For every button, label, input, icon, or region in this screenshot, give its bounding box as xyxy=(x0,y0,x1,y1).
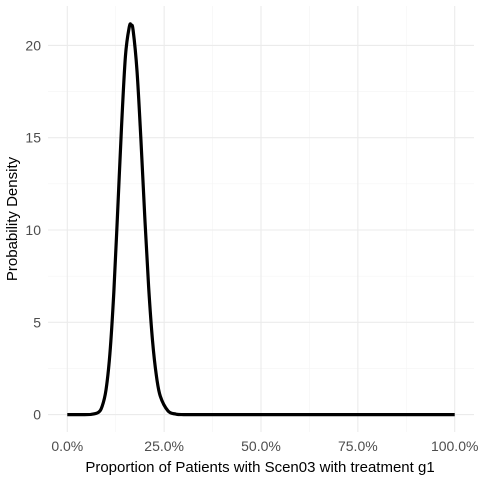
x-tick-label: 25.0% xyxy=(144,438,184,454)
y-tick-label: 20 xyxy=(25,37,41,53)
y-axis-title: Probability Density xyxy=(4,156,21,281)
x-tick-label: 0.0% xyxy=(51,438,83,454)
y-tick-label: 5 xyxy=(33,314,41,330)
y-tick-label: 0 xyxy=(33,407,41,423)
x-tick-label: 100.0% xyxy=(431,438,478,454)
x-tick-label: 75.0% xyxy=(338,438,378,454)
plot-area xyxy=(67,22,455,417)
x-tick-label: 50.0% xyxy=(241,438,281,454)
grid xyxy=(48,6,474,432)
x-axis-ticks: 0.0% 25.0% 50.0% 75.0% 100.0% xyxy=(51,438,478,454)
y-tick-label: 10 xyxy=(25,222,41,238)
y-axis-ticks: 0 5 10 15 20 xyxy=(25,37,41,422)
density-curve xyxy=(67,22,455,417)
x-axis-title: Proportion of Patients with Scen03 with … xyxy=(85,459,434,476)
y-tick-label: 15 xyxy=(25,130,41,146)
